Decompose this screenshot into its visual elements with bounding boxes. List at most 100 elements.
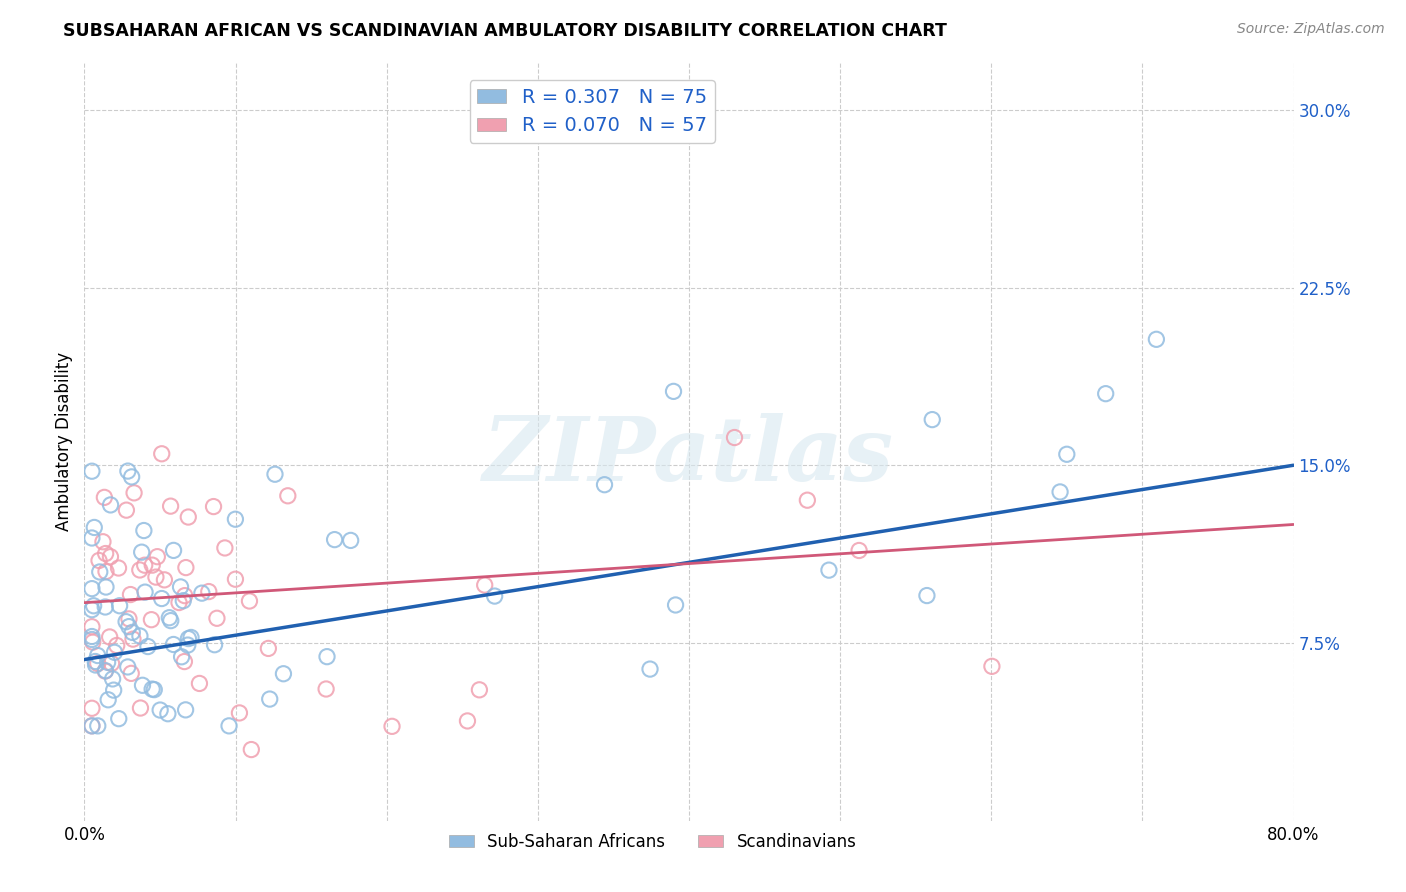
Point [100,498,122,512]
Point [80,531,103,545]
Point [108,599,131,613]
Point [117,464,139,478]
Point [218,719,240,733]
Point [134,558,156,573]
Point [145,570,167,584]
Point [662,384,685,399]
Point [848,543,870,558]
Point [103,683,125,698]
Point [159,499,181,513]
Point [456,714,478,728]
Point [98,630,121,644]
Point [97,693,120,707]
Point [162,638,184,652]
Point [100,657,122,671]
Point [162,543,184,558]
Point [593,477,616,491]
Point [723,431,745,445]
Point [273,666,295,681]
Point [228,706,250,720]
Point [381,719,404,733]
Point [129,629,152,643]
Point [141,613,163,627]
Point [131,545,153,559]
Point [484,589,506,603]
Point [134,585,156,599]
Point [94,580,117,594]
Point [169,580,191,594]
Point [84,658,107,673]
Point [100,549,122,564]
Point [1094,386,1116,401]
Point [131,678,153,692]
Point [174,703,197,717]
Point [80,630,103,644]
Point [80,582,103,596]
Point [128,563,150,577]
Point [120,666,142,681]
Point [921,412,943,426]
Point [146,549,169,564]
Point [143,682,166,697]
Point [118,612,141,626]
Point [87,657,110,671]
Point [474,578,496,592]
Point [150,591,173,606]
Point [197,584,219,599]
Point [132,524,155,538]
Point [120,588,142,602]
Point [173,589,195,603]
Point [202,500,225,514]
Legend: Sub-Saharan Africans, Scandinavians: Sub-Saharan Africans, Scandinavians [441,827,863,858]
Point [94,565,117,579]
Point [141,558,163,573]
Point [80,602,103,616]
Point [1056,447,1078,461]
Point [177,632,200,646]
Point [122,486,145,500]
Point [240,742,263,756]
Point [105,639,128,653]
Point [177,510,200,524]
Point [1144,332,1167,346]
Point [87,719,110,733]
Point [86,648,108,663]
Point [115,503,138,517]
Point [177,638,200,652]
Text: Source: ZipAtlas.com: Source: ZipAtlas.com [1237,22,1385,37]
Point [83,520,105,534]
Point [94,599,117,614]
Point [638,662,661,676]
Point [468,682,491,697]
Point [264,467,287,482]
Point [170,649,193,664]
Point [80,632,103,647]
Point [129,701,152,715]
Point [121,625,143,640]
Point [180,631,202,645]
Point [277,489,299,503]
Point [97,656,120,670]
Text: ZIPatlas: ZIPatlas [484,414,894,500]
Point [323,533,346,547]
Point [1049,484,1071,499]
Point [339,533,361,548]
Point [80,719,103,733]
Point [316,649,339,664]
Point [84,655,107,669]
Point [172,593,194,607]
Point [224,512,246,526]
Point [94,547,117,561]
Point [117,660,139,674]
Point [101,672,124,686]
Point [80,464,103,478]
Point [156,706,179,721]
Point [121,470,143,484]
Point [173,655,195,669]
Point [664,598,686,612]
Point [94,664,117,678]
Point [107,712,129,726]
Point [136,640,159,654]
Point [980,659,1002,673]
Point [80,620,103,634]
